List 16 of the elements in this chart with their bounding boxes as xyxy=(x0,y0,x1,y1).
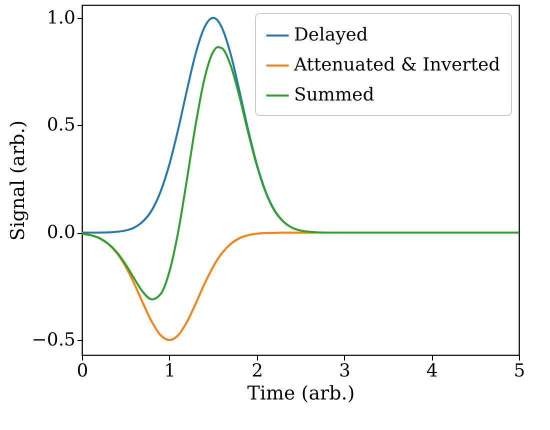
y-tick-label: −0.5 xyxy=(32,329,76,350)
legend-label: Delayed xyxy=(294,24,368,46)
y-tick-label: 0.0 xyxy=(46,222,76,244)
x-tick-label: 4 xyxy=(426,360,438,382)
legend-label: Attenuated & Inverted xyxy=(293,54,500,76)
x-tick-label: 0 xyxy=(76,360,88,382)
line-series xyxy=(82,46,519,300)
x-tick-label: 1 xyxy=(164,360,176,382)
legend-label: Summed xyxy=(294,84,374,106)
y-tick-label: 0.5 xyxy=(46,114,76,136)
y-tick-label: 1.0 xyxy=(46,7,76,28)
x-axis-title: Time (arb.) xyxy=(247,382,355,404)
y-axis-title: Signal (arb.) xyxy=(6,120,29,241)
x-tick-label: 2 xyxy=(252,360,264,382)
x-tick-label: 5 xyxy=(514,360,526,382)
x-tick-label: 3 xyxy=(338,360,350,382)
